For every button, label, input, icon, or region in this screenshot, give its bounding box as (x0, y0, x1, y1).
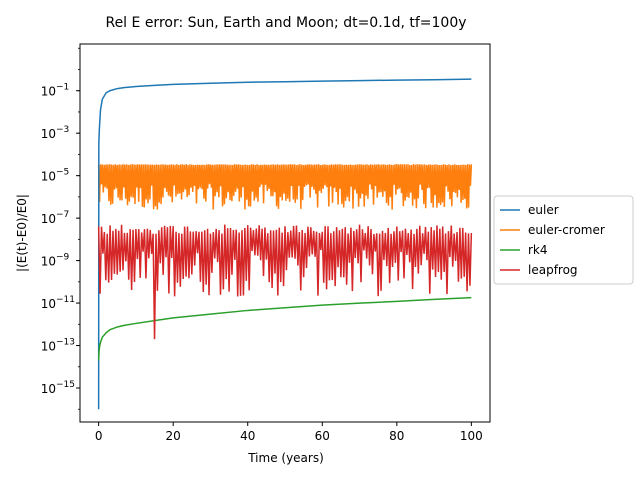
y-tick-exponent: −13 (56, 338, 75, 348)
x-tick-label: 0 (95, 429, 103, 443)
plot-series (97, 78, 473, 410)
series-line-rk4 (97, 296, 472, 361)
x-tick-label: 80 (389, 429, 404, 443)
y-tick-label: 10 (41, 255, 56, 269)
legend-label-leapfrog: leapfrog (528, 263, 578, 277)
x-axis-label: Time (years) (247, 451, 324, 465)
legend-label-euler: euler (528, 203, 559, 217)
series-line-euler (97, 78, 472, 410)
y-tick-exponent: −15 (56, 380, 75, 390)
y-tick-exponent: −5 (56, 168, 69, 178)
legend: euler euler-cromer rk4 leapfrog (493, 195, 634, 285)
y-tick-exponent: −7 (56, 210, 69, 220)
y-tick-exponent: −9 (56, 253, 70, 263)
x-axis: 0 20 40 60 80 100 (95, 422, 483, 443)
y-axis-label: |(E(t)-E0)/E0| (15, 194, 29, 272)
y-tick-exponent: −1 (56, 83, 69, 93)
y-tick-label: 10 (41, 297, 56, 311)
plot-frame (79, 43, 491, 423)
y-tick-label: 10 (41, 340, 56, 354)
legend-label-rk4: rk4 (528, 243, 548, 257)
legend-label-euler-cromer: euler-cromer (528, 223, 605, 237)
y-tick-label: 10 (41, 170, 56, 184)
y-tick-label: 10 (41, 127, 56, 141)
x-tick-label: 20 (166, 429, 181, 443)
series-line-euler-cromer (97, 164, 473, 210)
y-tick-label: 10 (41, 212, 56, 226)
y-tick-label: 10 (41, 85, 56, 99)
series-line-leapfrog (97, 224, 473, 340)
x-tick-label: 100 (460, 429, 483, 443)
x-tick-label: 60 (315, 429, 330, 443)
x-tick-label: 40 (240, 429, 255, 443)
y-tick-exponent: −3 (56, 125, 69, 135)
y-tick-exponent: −11 (56, 295, 75, 305)
chart-title: Rel E error: Sun, Earth and Moon; dt=0.1… (105, 15, 466, 31)
y-tick-label: 10 (41, 382, 56, 396)
legend-box (493, 195, 634, 285)
